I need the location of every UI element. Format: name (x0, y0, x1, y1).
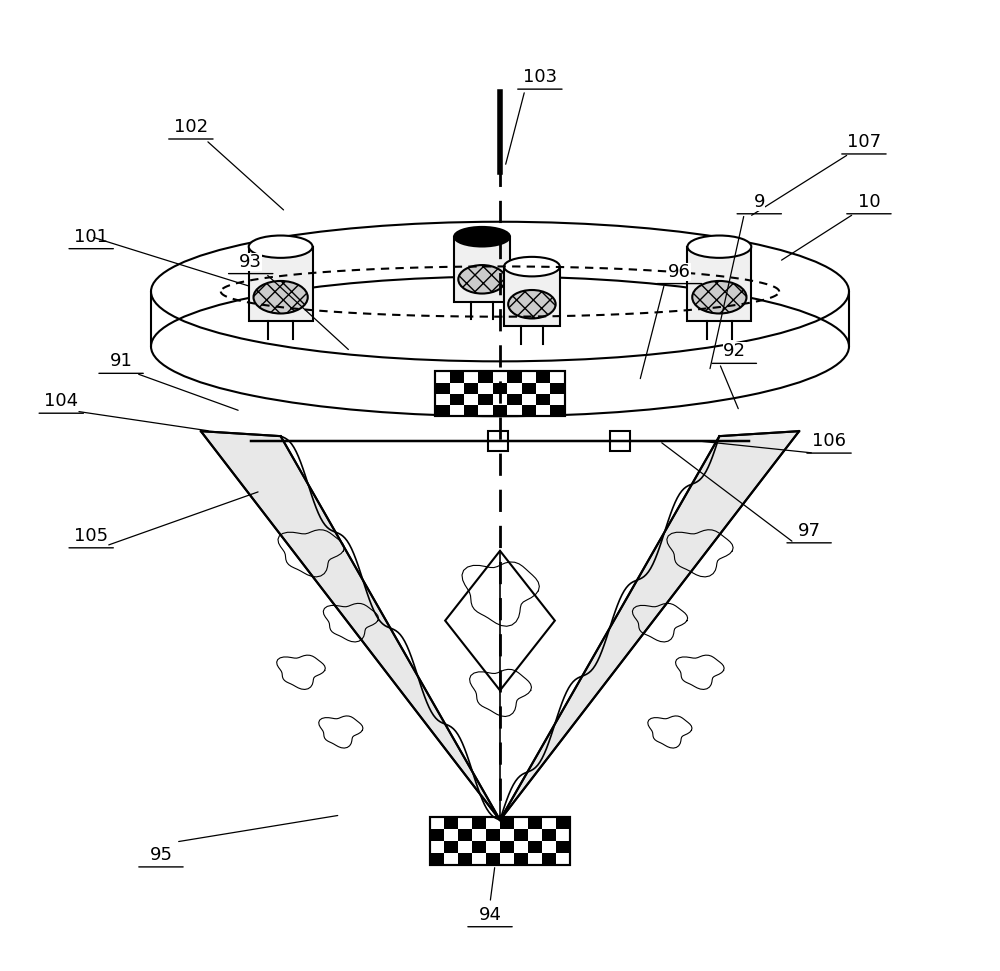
Bar (493, 405, 507, 417)
Bar (430, 853, 444, 865)
Ellipse shape (249, 236, 313, 258)
Bar (514, 829, 528, 841)
Ellipse shape (508, 290, 556, 318)
Ellipse shape (692, 281, 746, 314)
Bar (500, 817, 514, 829)
Bar (486, 853, 500, 865)
Bar (435, 371, 565, 417)
Bar (249, 247, 313, 321)
Bar (542, 853, 556, 865)
Text: 106: 106 (812, 432, 846, 451)
Bar (435, 383, 450, 394)
Text: 95: 95 (149, 846, 172, 864)
Text: 94: 94 (479, 906, 502, 923)
Bar (444, 841, 458, 853)
Text: 91: 91 (110, 352, 133, 370)
Bar (514, 853, 528, 865)
Polygon shape (500, 431, 799, 820)
Text: 105: 105 (74, 527, 108, 545)
Text: 104: 104 (44, 392, 78, 410)
Ellipse shape (687, 236, 751, 258)
Text: 10: 10 (858, 193, 880, 211)
Ellipse shape (458, 265, 506, 293)
Bar (486, 829, 500, 841)
Bar (542, 829, 556, 841)
Bar (528, 841, 542, 853)
Bar (500, 841, 514, 853)
Bar (507, 394, 522, 405)
Bar (522, 405, 536, 417)
Bar (556, 817, 570, 829)
Bar (450, 394, 464, 405)
Bar (504, 267, 560, 326)
Text: 103: 103 (523, 68, 557, 86)
Bar (450, 371, 464, 383)
Ellipse shape (254, 281, 308, 314)
Bar (464, 405, 478, 417)
Bar (430, 817, 570, 865)
Bar (435, 405, 450, 417)
Text: 9: 9 (754, 193, 765, 211)
Ellipse shape (454, 227, 510, 247)
Bar (430, 829, 444, 841)
Bar (430, 817, 570, 865)
Bar (536, 394, 550, 405)
Bar (472, 817, 486, 829)
Text: 92: 92 (723, 343, 746, 360)
Text: 97: 97 (798, 521, 821, 540)
Bar (444, 817, 458, 829)
Bar (454, 237, 510, 302)
Bar (493, 383, 507, 394)
Polygon shape (201, 431, 500, 820)
Bar (464, 383, 478, 394)
Bar (507, 371, 522, 383)
Ellipse shape (504, 257, 560, 277)
Bar (435, 371, 565, 417)
Bar (556, 841, 570, 853)
Text: 96: 96 (668, 262, 691, 281)
Bar (687, 247, 751, 321)
Bar (472, 841, 486, 853)
Bar (458, 853, 472, 865)
Bar (550, 405, 565, 417)
Bar (478, 371, 493, 383)
Bar (550, 383, 565, 394)
Bar (478, 394, 493, 405)
Bar (488, 431, 508, 452)
Bar (610, 431, 630, 452)
Text: 102: 102 (174, 118, 208, 136)
Bar (536, 371, 550, 383)
Bar (522, 383, 536, 394)
Bar (458, 829, 472, 841)
Bar (528, 817, 542, 829)
Text: 101: 101 (74, 228, 108, 246)
Text: 93: 93 (239, 252, 262, 271)
Text: 107: 107 (847, 133, 881, 151)
